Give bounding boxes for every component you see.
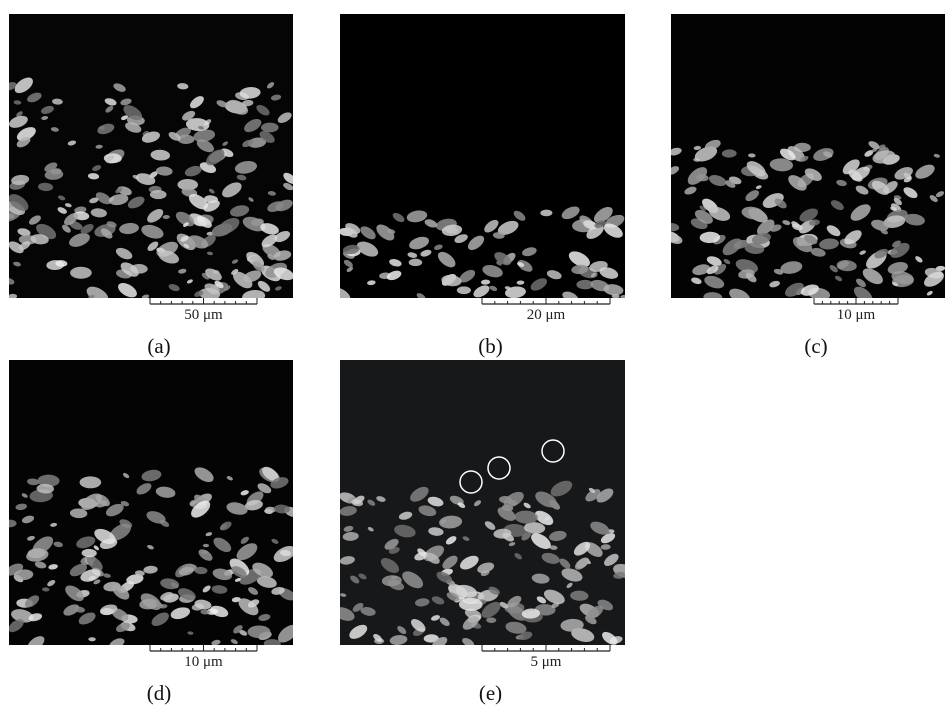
crystal <box>150 190 167 199</box>
figure: 50 μm (a) 20 μm (b) 10 μm (c) 10 μm (d) 5 μm (e) <box>0 0 945 706</box>
crystal <box>261 123 279 133</box>
crystal <box>70 267 92 279</box>
panel-label: (d) <box>147 681 172 705</box>
panel-label: (a) <box>147 334 170 358</box>
crystal <box>80 476 102 488</box>
sem-image <box>661 14 945 307</box>
scale-bar-label: 5 μm <box>531 654 562 670</box>
crystal <box>457 286 471 294</box>
sem-image <box>330 14 630 305</box>
panel-label: (b) <box>478 334 503 358</box>
sem-image <box>331 360 637 651</box>
sem-image <box>0 14 298 307</box>
scale-bar-label: 20 μm <box>527 307 566 323</box>
sem-image <box>3 360 302 654</box>
scale-bar-label: 50 μm <box>184 307 223 323</box>
scale-bar-label: 10 μm <box>184 654 223 670</box>
panel-label: (e) <box>479 681 502 705</box>
panel-label: (c) <box>804 334 827 358</box>
scale-bar-label: 10 μm <box>837 307 876 323</box>
